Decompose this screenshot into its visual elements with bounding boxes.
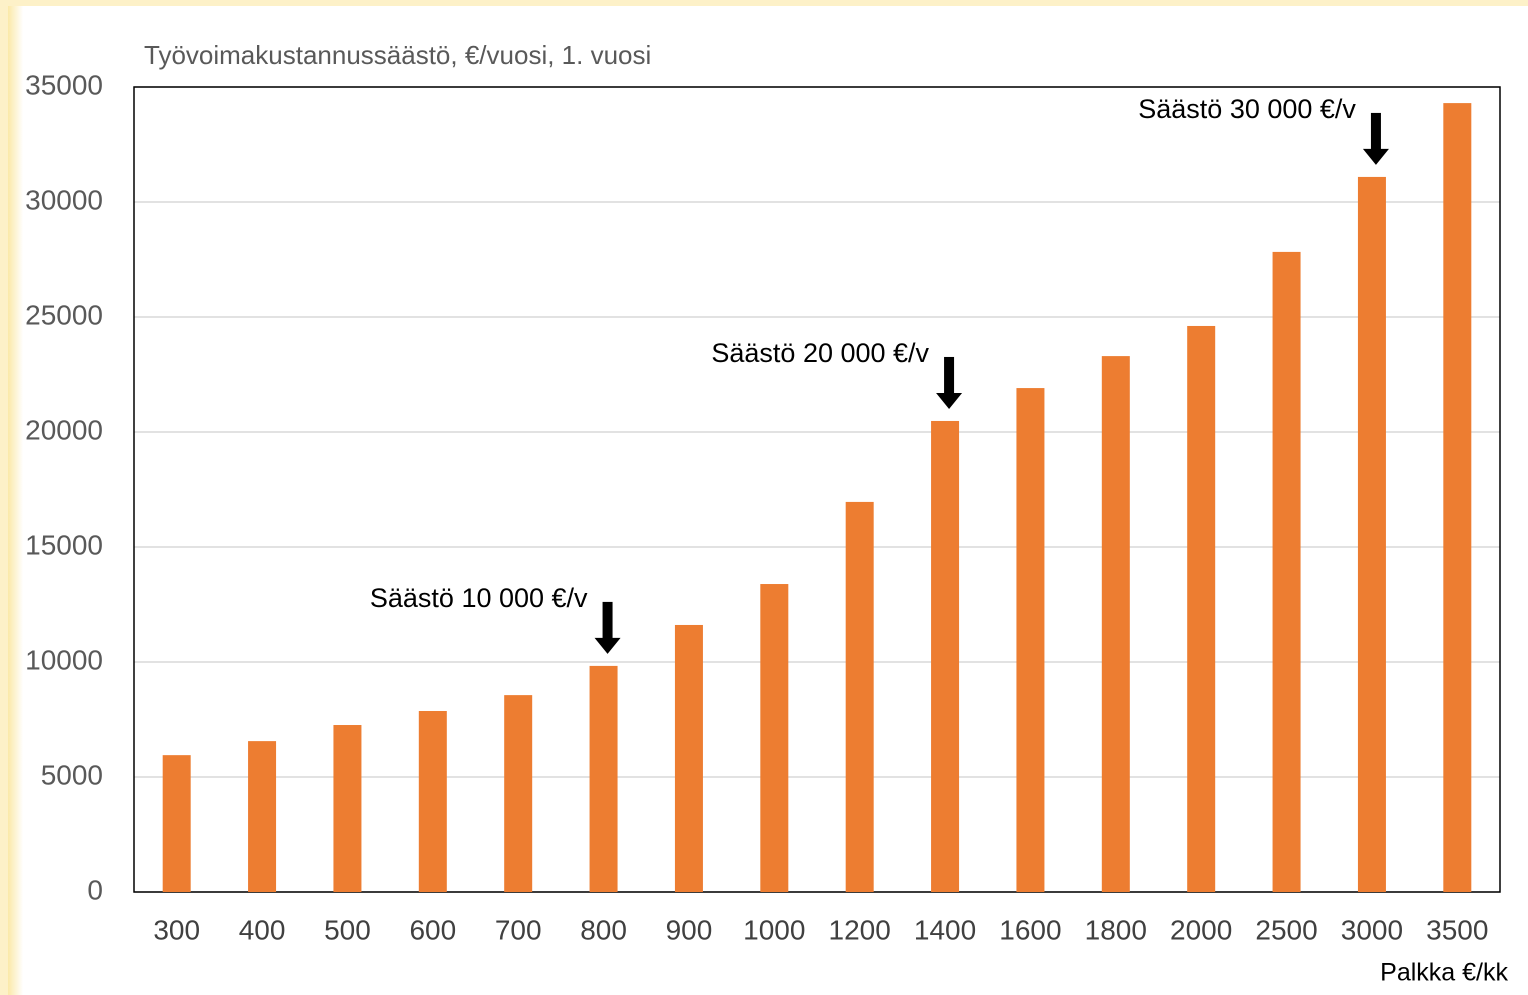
y-tick-label: 5000 [41,759,103,790]
y-tick-label: 20000 [25,414,103,445]
bar [1016,388,1045,892]
x-tick-label: 1600 [999,914,1061,945]
bar [760,584,789,892]
y-tick-label: 30000 [25,184,103,215]
annotation-arrow-head [936,392,963,409]
bar [1357,176,1386,892]
y-tick-label: 10000 [25,644,103,675]
plot-border [133,86,1501,893]
bar [674,624,703,892]
y-tick-label: 25000 [25,299,103,330]
bar [1187,325,1216,893]
x-tick-label: 1800 [1085,914,1147,945]
x-axis-label: Palkka €/kk [1380,959,1508,987]
bar [1101,356,1130,893]
bar [1443,103,1472,893]
x-tick-label: 800 [580,914,627,945]
x-tick-label: 1400 [914,914,976,945]
bar [248,741,277,892]
annotation-arrow [602,601,613,640]
y-tick-label: 35000 [25,69,103,100]
bar [1272,251,1301,892]
x-tick-label: 1200 [829,914,891,945]
annotation-arrow-head [1362,148,1389,165]
x-tick-label: 300 [153,914,200,945]
annotation: Säästö 10 000 €/v [370,583,588,613]
x-tick-label: 500 [324,914,371,945]
x-tick-label: 1000 [743,914,805,945]
annotation: Säästö 20 000 €/v [711,338,929,368]
y-axis-label: Työvoimakustannussäästö, €/vuosi, 1. vuo… [144,40,651,70]
bar [589,665,618,892]
x-tick-label: 900 [666,914,713,945]
annotation-arrow [1370,112,1381,151]
annotation-arrow-head [594,637,621,654]
x-tick-label: 2500 [1255,914,1317,945]
bar [504,695,533,892]
x-tick-label: 3500 [1426,914,1488,945]
bar [845,501,874,892]
bar [333,725,362,892]
y-tick-label: 0 [87,874,103,905]
bar [418,710,447,892]
y-tick-label: 15000 [25,529,103,560]
x-tick-label: 600 [409,914,456,945]
bar [931,420,960,892]
annotation-arrow [944,356,955,395]
x-tick-label: 3000 [1341,914,1403,945]
bar [162,755,191,892]
annotation: Säästö 30 000 €/v [1138,94,1356,124]
x-tick-label: 400 [239,914,286,945]
x-tick-label: 2000 [1170,914,1232,945]
x-tick-label: 700 [495,914,542,945]
